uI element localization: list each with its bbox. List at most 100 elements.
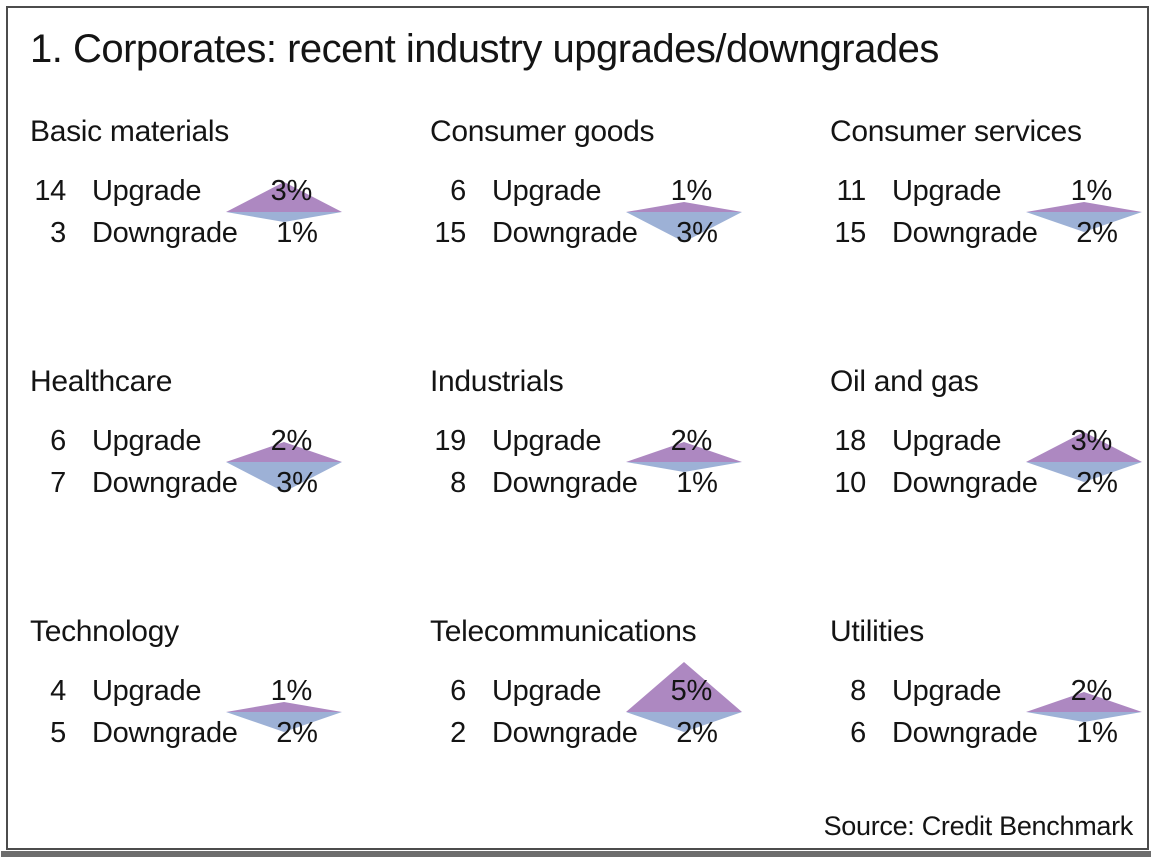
downgrade-pct: 1%	[276, 216, 318, 249]
downgrade-pct: 2%	[276, 716, 318, 749]
upgrade-count: 14	[34, 174, 66, 207]
downgrade-triangle-icon	[226, 212, 342, 222]
upgrade-count: 6	[50, 424, 66, 457]
downgrade-count: 3	[50, 216, 66, 249]
downgrade-pct: 2%	[1076, 216, 1118, 249]
downgrade-count: 2	[450, 716, 466, 749]
downgrade-triangle-icon	[226, 712, 342, 732]
upgrade-label: Upgrade	[892, 174, 1002, 207]
downgrade-triangle-icon	[626, 212, 742, 242]
upgrade-row: 6 Upgrade 1%	[430, 170, 712, 212]
upgrade-count: 4	[50, 674, 66, 707]
upgrade-triangle-icon	[1026, 692, 1142, 712]
upgrade-pct: 2%	[670, 424, 713, 457]
upgrade-triangle-icon	[226, 442, 342, 462]
industry-panel: Technology 4 Upgrade 1% 5 Downgrade 2%	[30, 606, 430, 856]
upgrade-count: 8	[850, 674, 866, 707]
downgrade-pct: 1%	[1076, 716, 1118, 749]
panel-rows: 6 Upgrade 1% 15 Downgrade 3%	[430, 170, 830, 254]
upgrade-triangle-icon	[226, 702, 342, 712]
upgrade-label: Upgrade	[892, 674, 1002, 707]
downgrade-triangle-icon	[626, 462, 742, 472]
source-attribution: Source: Credit Benchmark	[823, 811, 1134, 841]
downgrade-count: 7	[50, 466, 66, 499]
upgrade-row: 6 Upgrade 2%	[30, 420, 312, 462]
upgrade-label: Upgrade	[492, 674, 602, 707]
upgrade-row: 8 Upgrade 2%	[830, 670, 1112, 712]
panel-rows: 19 Upgrade 2% 8 Downgrade 1%	[430, 420, 830, 504]
upgrade-label: Upgrade	[92, 174, 202, 207]
upgrade-pct: 3%	[270, 174, 313, 207]
downgrade-label: Downgrade	[892, 216, 1038, 249]
industry-title: Oil and gas	[830, 365, 979, 398]
upgrade-label: Upgrade	[492, 424, 602, 457]
diamond-chart	[226, 702, 342, 732]
upgrade-triangle-icon	[626, 442, 742, 462]
downgrade-pct: 3%	[276, 466, 318, 499]
downgrade-label: Downgrade	[492, 716, 638, 749]
downgrade-count: 5	[50, 716, 66, 749]
industry-title: Consumer goods	[430, 115, 655, 148]
industry-title: Consumer services	[830, 115, 1082, 148]
downgrade-count: 6	[850, 716, 866, 749]
industry-panel: Healthcare 6 Upgrade 2% 7 Downgrade 3%	[30, 356, 430, 606]
downgrade-row: 6 Downgrade 1%	[830, 712, 1118, 754]
panels-grid: Basic materials 14 Upgrade 3% 3 Downgrad…	[30, 106, 1142, 856]
chart-frame: 1. Corporates: recent industry upgrades/…	[1, 6, 1151, 857]
upgrade-label: Upgrade	[492, 174, 602, 207]
downgrade-triangle-icon	[1026, 462, 1142, 482]
downgrade-count: 15	[434, 216, 466, 249]
industry-title: Healthcare	[30, 365, 173, 398]
upgrade-triangle-icon	[1026, 432, 1142, 462]
downgrade-label: Downgrade	[92, 466, 238, 499]
downgrade-label: Downgrade	[492, 216, 638, 249]
upgrade-pct: 5%	[670, 674, 713, 707]
downgrade-row: 7 Downgrade 3%	[30, 462, 318, 504]
downgrade-pct: 2%	[676, 716, 718, 749]
downgrade-triangle-icon	[626, 712, 742, 732]
downgrade-label: Downgrade	[892, 716, 1038, 749]
upgrade-pct: 2%	[270, 424, 313, 457]
downgrade-pct: 2%	[1076, 466, 1118, 499]
downgrade-label: Downgrade	[92, 716, 238, 749]
industry-panel: Telecommunications 6 Upgrade 5% 2 Downgr…	[430, 606, 830, 856]
panel-rows: 8 Upgrade 2% 6 Downgrade 1%	[830, 670, 1142, 754]
upgrade-row: 14 Upgrade 3%	[30, 170, 312, 212]
upgrade-pct: 1%	[670, 174, 713, 207]
downgrade-row: 15 Downgrade 3%	[430, 212, 718, 254]
downgrade-label: Downgrade	[892, 466, 1038, 499]
diamond-chart	[626, 442, 742, 472]
upgrade-triangle-icon	[626, 662, 742, 712]
upgrade-label: Upgrade	[92, 424, 202, 457]
upgrade-count: 19	[434, 424, 466, 457]
upgrade-pct: 2%	[1070, 674, 1113, 707]
upgrade-triangle-icon	[1026, 202, 1142, 212]
downgrade-count: 15	[834, 216, 866, 249]
downgrade-row: 10 Downgrade 2%	[830, 462, 1118, 504]
upgrade-count: 6	[450, 174, 466, 207]
downgrade-count: 10	[834, 466, 866, 499]
upgrade-row: 4 Upgrade 1%	[30, 670, 312, 712]
upgrade-count: 11	[836, 174, 866, 207]
downgrade-row: 15 Downgrade 2%	[830, 212, 1118, 254]
downgrade-label: Downgrade	[92, 216, 238, 249]
upgrade-triangle-icon	[626, 202, 742, 212]
industry-title: Basic materials	[30, 115, 229, 148]
industry-panel: Consumer services 11 Upgrade 1% 15 Downg…	[830, 106, 1142, 356]
downgrade-row: 5 Downgrade 2%	[30, 712, 318, 754]
upgrade-pct: 3%	[1070, 424, 1113, 457]
upgrade-count: 18	[834, 424, 866, 457]
panel-rows: 6 Upgrade 5% 2 Downgrade 2%	[430, 662, 830, 754]
downgrade-count: 8	[450, 466, 466, 499]
panel-rows: 4 Upgrade 1% 5 Downgrade 2%	[30, 670, 430, 754]
diamond-chart	[1026, 432, 1142, 482]
industry-panel: Utilities 8 Upgrade 2% 6 Downgrade 1%	[830, 606, 1142, 856]
upgrade-pct: 1%	[270, 674, 313, 707]
diamond-chart	[226, 442, 342, 492]
upgrade-pct: 1%	[1070, 174, 1113, 207]
upgrade-row: 18 Upgrade 3%	[830, 420, 1112, 462]
diamond-chart	[626, 662, 742, 732]
industry-title: Technology	[30, 615, 179, 648]
diamond-chart	[1026, 692, 1142, 722]
panel-rows: 11 Upgrade 1% 15 Downgrade 2%	[830, 170, 1142, 254]
